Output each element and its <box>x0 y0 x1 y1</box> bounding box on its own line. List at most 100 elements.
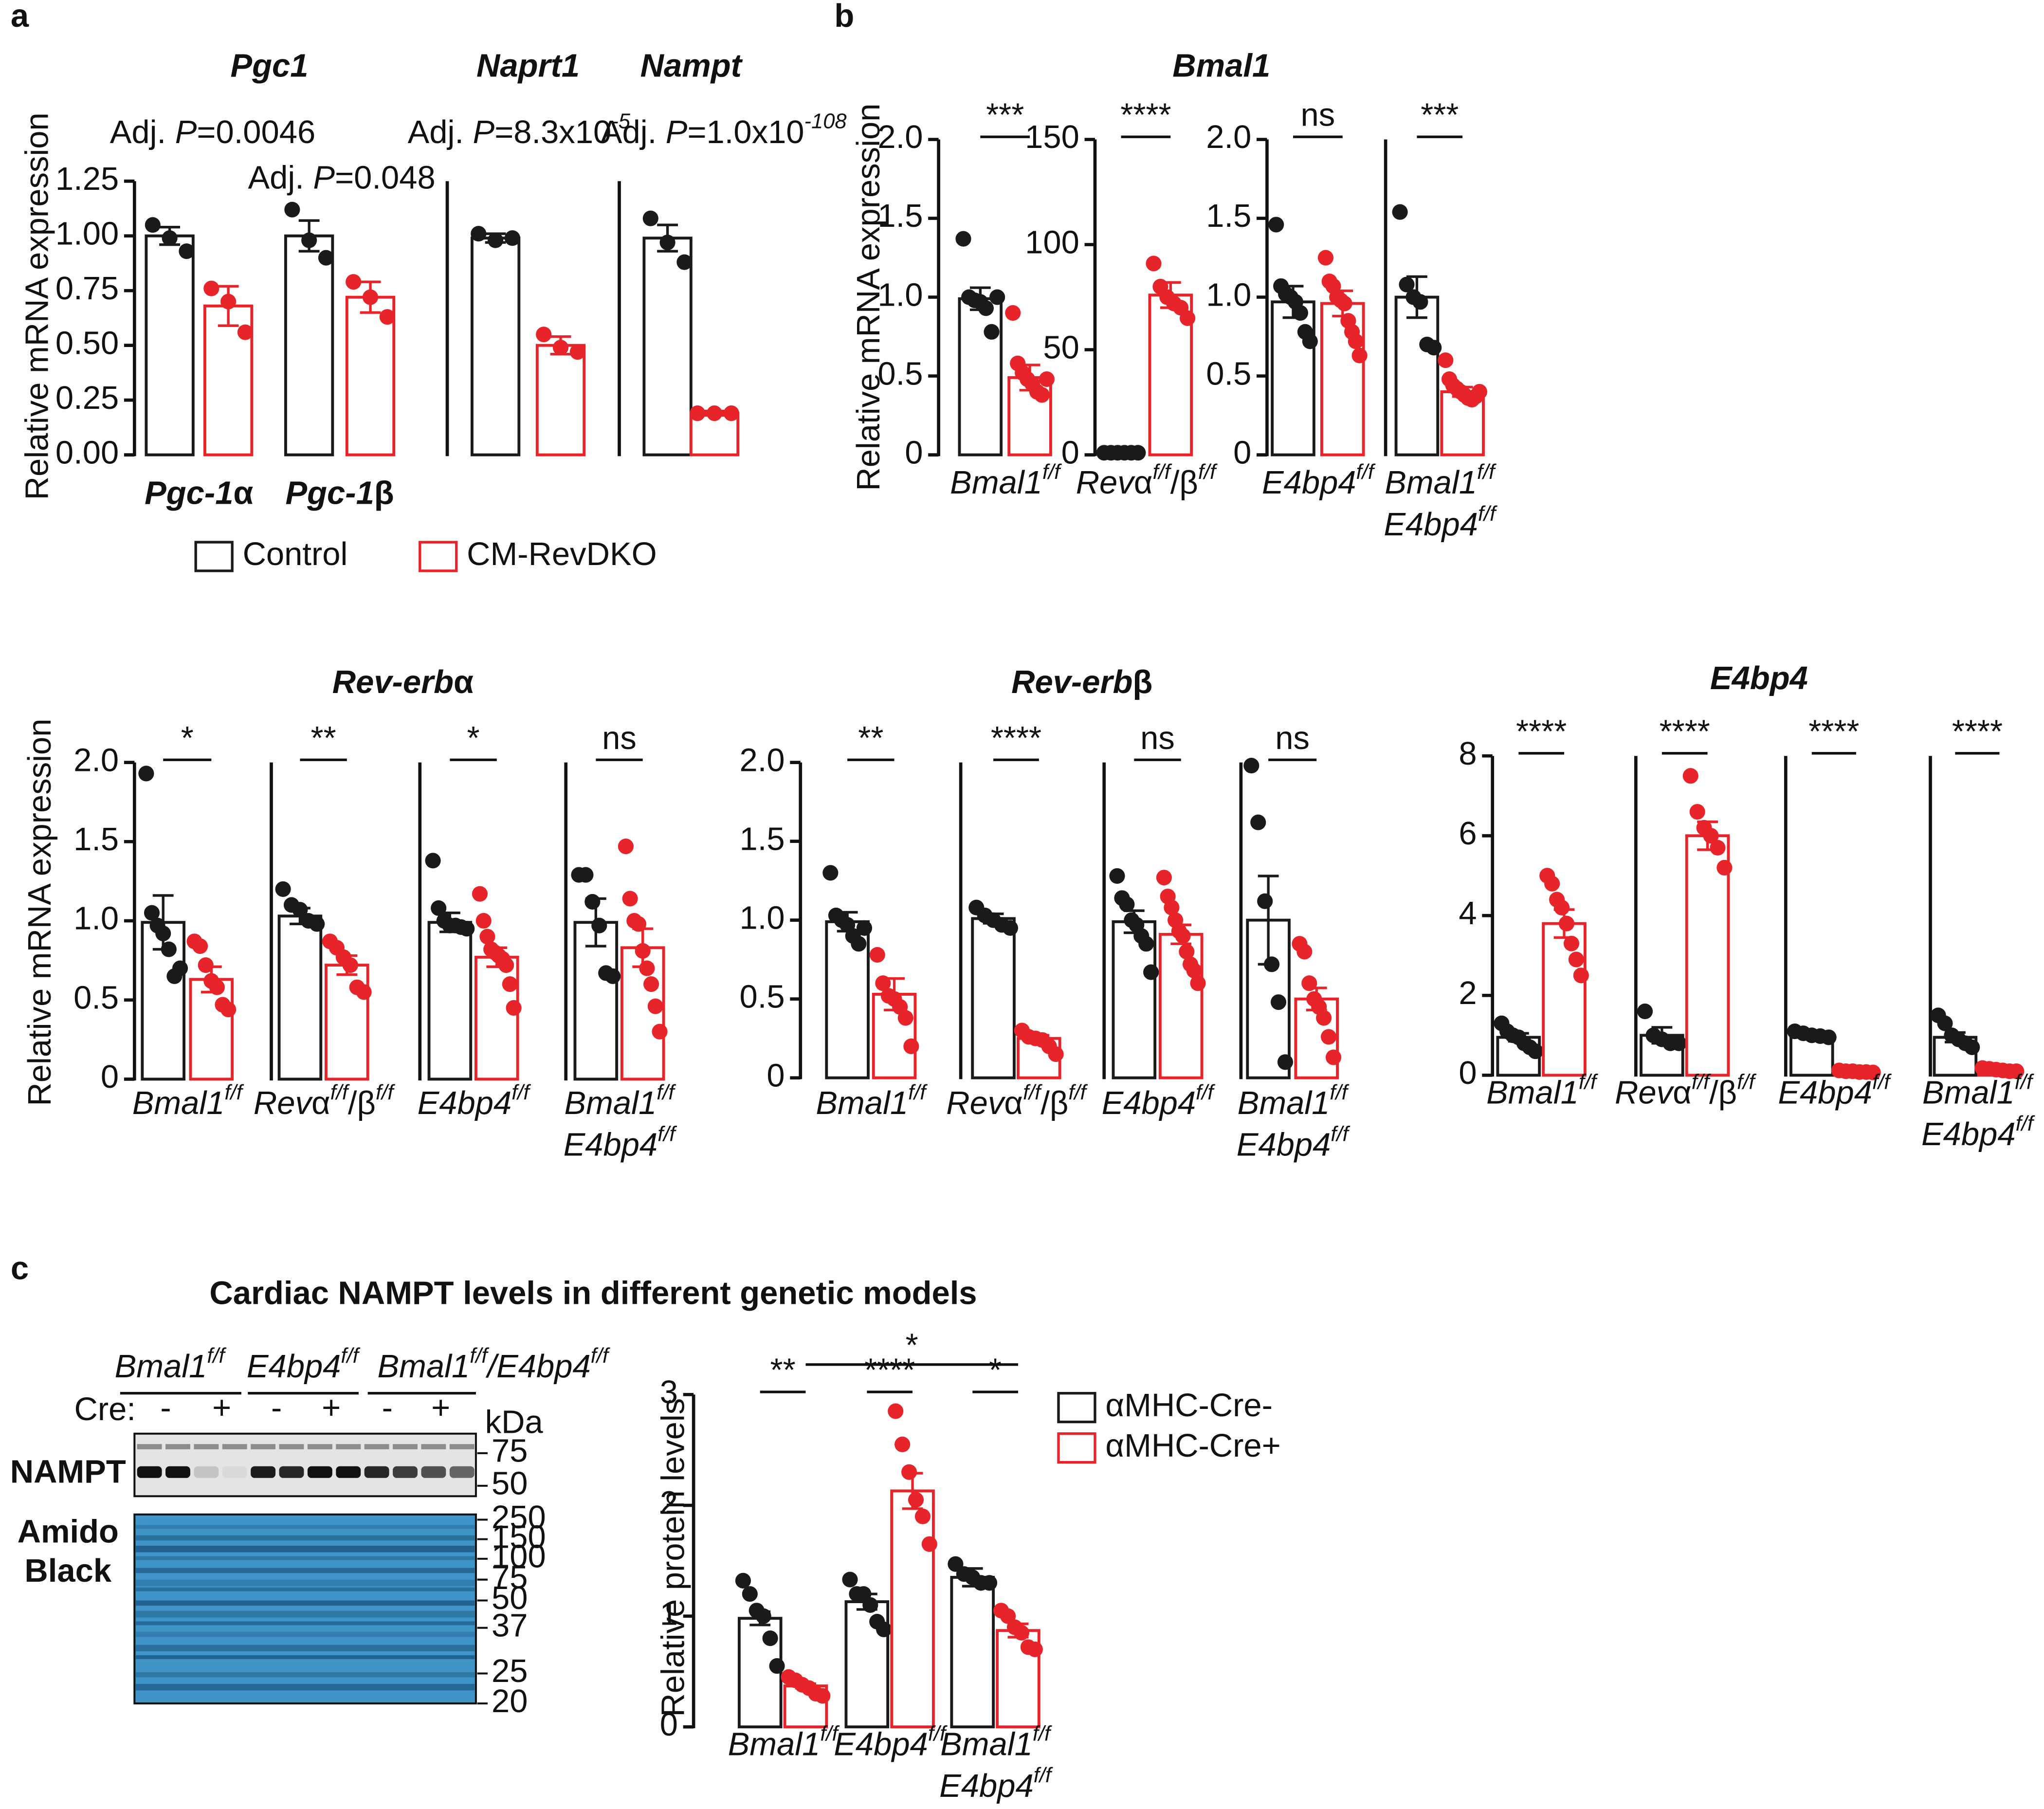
blot-band <box>307 1444 332 1449</box>
category-label: E4bp4f/f <box>834 1722 948 1762</box>
sig-label: **** <box>1808 713 1859 749</box>
sig-label: ** <box>311 720 336 756</box>
sig-label: * <box>989 1352 1002 1389</box>
data-point <box>769 1658 785 1674</box>
y-tick-label: 0.75 <box>55 270 119 307</box>
data-point <box>676 254 693 270</box>
category-label: Bmal1f/f <box>1385 460 1496 501</box>
y-tick-label: 1.5 <box>1206 198 1251 234</box>
y-axis-label: Relative protein levels <box>655 1398 691 1717</box>
category-label: Bmal1f/f <box>1238 1080 1350 1121</box>
lane-group-label-part: f/f <box>591 1344 610 1367</box>
data-point <box>869 947 885 963</box>
data-point <box>921 1536 937 1552</box>
data-point <box>1109 868 1125 884</box>
annotation-part: =0.0046 <box>197 114 315 150</box>
data-point <box>459 921 475 937</box>
data-point <box>762 1630 778 1646</box>
chart-title-part: Rev-erb <box>332 664 454 700</box>
bar <box>535 344 586 457</box>
category-label-part: Bmal1 <box>132 1085 225 1121</box>
bar <box>971 917 1016 1079</box>
y-tick-label: 6 <box>1459 815 1477 852</box>
sig-label: ns <box>602 720 637 756</box>
category-label: Revαf/f/βf/f <box>254 1080 395 1121</box>
data-point <box>851 936 867 952</box>
category-label-part: Rev <box>254 1085 313 1121</box>
category-label-part: E4bp4 <box>1102 1085 1196 1121</box>
data-point <box>856 920 873 936</box>
bar <box>145 234 195 457</box>
blot-band <box>307 1466 332 1478</box>
data-point <box>220 293 237 310</box>
cre-sign: - <box>160 1389 171 1426</box>
category-label: E4bp4f/f <box>939 1764 1053 1804</box>
data-point <box>155 925 171 942</box>
category-label-part: Bmal1 <box>1385 464 1477 501</box>
blot-stripe <box>135 1683 475 1691</box>
lane-group-label: E4bp4f/f <box>247 1344 361 1384</box>
category-label-part: Rev <box>1076 464 1136 501</box>
data-point <box>220 1002 237 1018</box>
lane-group-label-part: f/f <box>341 1344 360 1367</box>
category-label: Bmal1f/f <box>728 1722 840 1762</box>
category-label-part: α <box>1004 1085 1023 1121</box>
chart-title: E4bp4 <box>1710 660 1808 696</box>
data-point <box>1302 333 1318 349</box>
y-tick-label: 1.5 <box>73 821 119 858</box>
category-label-part: Pgc-1 <box>286 475 374 511</box>
category-label-part: Bmal1 <box>816 1085 908 1121</box>
category-label-part: E4bp4 <box>1778 1074 1872 1111</box>
cre-sign: + <box>431 1389 450 1426</box>
data-point <box>984 324 1000 340</box>
data-point <box>192 938 208 954</box>
blot-band <box>364 1444 389 1449</box>
data-point <box>172 960 188 976</box>
marker-label: 50 <box>492 1580 528 1616</box>
marker-label: 37 <box>492 1607 528 1644</box>
data-point <box>203 280 219 296</box>
blot-stripe <box>135 1600 475 1606</box>
data-point <box>1146 256 1162 272</box>
data-point <box>1937 1015 1953 1031</box>
chart-title-part: β <box>1132 664 1152 700</box>
category-label-part: Bmal1 <box>940 1726 1033 1762</box>
data-point <box>1716 859 1733 876</box>
sig-label: ** <box>770 1352 796 1389</box>
lane-group-label-part: Bmal1 <box>378 1348 470 1385</box>
data-point <box>1412 294 1428 310</box>
blot-band <box>165 1444 190 1449</box>
annotation-part: =8.3x10 <box>494 114 611 150</box>
y-tick-label: 1.00 <box>55 215 119 252</box>
category-label-part: f/f <box>225 1080 244 1104</box>
marker-label: 25 <box>492 1653 528 1689</box>
data-point <box>742 1586 758 1602</box>
category-label-part: f/f <box>511 1080 531 1104</box>
panel-label: a <box>11 0 29 34</box>
blot-band <box>194 1444 219 1449</box>
marker-label: 50 <box>492 1465 528 1502</box>
category-label-part: f/f <box>1477 460 1496 484</box>
data-point <box>237 324 254 340</box>
y-tick-label: 1.0 <box>877 276 923 313</box>
data-point <box>138 766 154 782</box>
category-label: Bmal1f/f <box>132 1080 244 1121</box>
data-point <box>1143 964 1159 980</box>
category-label: Pgc-1β <box>286 475 394 511</box>
data-point <box>989 289 1005 305</box>
blot-stripe <box>135 1621 475 1626</box>
category-label-part: /β <box>1170 464 1198 501</box>
data-point <box>955 231 971 247</box>
data-point <box>1348 333 1364 349</box>
legend-label: Control <box>243 536 348 572</box>
y-tick-label: 1.0 <box>740 899 785 936</box>
data-point <box>643 976 659 992</box>
data-point <box>1264 956 1280 972</box>
legend-swatch <box>419 541 458 572</box>
y-tick-label: 0.00 <box>55 434 119 471</box>
sig-label: **** <box>1120 97 1171 133</box>
data-point <box>981 1575 998 1591</box>
chart-title: Rev-erbβ <box>1011 664 1152 700</box>
data-point <box>179 243 195 259</box>
